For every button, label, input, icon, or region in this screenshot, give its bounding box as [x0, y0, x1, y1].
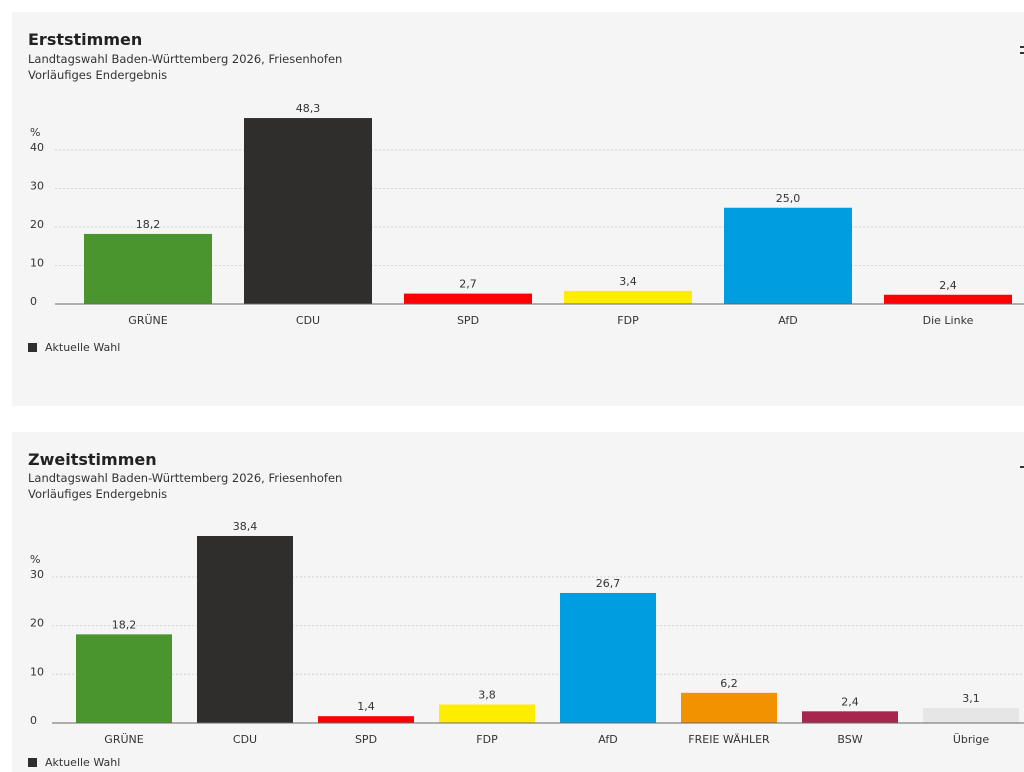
- bar[interactable]: [564, 290, 692, 304]
- data-label: 2,7: [459, 278, 477, 291]
- x-tick-label: Übrige: [953, 733, 990, 746]
- data-label: 3,4: [619, 275, 637, 288]
- chart-subtitle-status: Vorläufiges Endergebnis: [28, 487, 168, 501]
- y-tick-label: 40: [30, 141, 44, 154]
- bar[interactable]: [884, 294, 1012, 304]
- data-label: 18,2: [136, 218, 161, 231]
- erststimmen-chart: % 0 10 20 30 40 18,2 GRÜNE 48,3 CDU 2,7 SPD 3,4 FDP 25…: [30, 102, 1024, 327]
- legend-swatch: [28, 758, 37, 767]
- y-tick-label: 20: [30, 218, 44, 231]
- x-tick-label: CDU: [233, 733, 257, 746]
- x-tick-label: FREIE WÄHLER: [688, 733, 770, 746]
- bar[interactable]: [404, 293, 532, 304]
- data-label: 1,4: [357, 700, 375, 713]
- menu-icon[interactable]: [1020, 46, 1024, 48]
- bar[interactable]: [802, 711, 898, 723]
- y-axis-unit: %: [30, 126, 40, 139]
- chart-title: Zweitstimmen: [28, 450, 157, 469]
- x-tick-label: GRÜNE: [128, 314, 167, 327]
- zweitstimmen-chart: % 0 10 20 30 18,2 GRÜNE 38,4 CDU 1,4 SPD 3,8 FDP 26,7…: [30, 520, 1024, 746]
- menu-icon-line: [1020, 52, 1024, 54]
- data-label: 38,4: [233, 520, 258, 533]
- data-label: 48,3: [296, 102, 321, 115]
- bar[interactable]: [439, 704, 535, 723]
- y-tick-label: 0: [30, 714, 37, 727]
- chart-subtitle: Landtagswahl Baden-Württemberg 2026, Fri…: [28, 52, 343, 66]
- menu-icon[interactable]: [1020, 466, 1024, 468]
- x-tick-label: GRÜNE: [104, 733, 143, 746]
- bar[interactable]: [76, 634, 172, 723]
- legend-label: Aktuelle Wahl: [45, 756, 121, 769]
- x-tick-label: FDP: [476, 733, 498, 746]
- x-tick-label: BSW: [837, 733, 862, 746]
- bar[interactable]: [724, 207, 852, 304]
- y-tick-label: 10: [30, 665, 44, 678]
- erststimmen-panel: Erststimmen Landtagswahl Baden-Württembe…: [12, 12, 1024, 406]
- legend-item[interactable]: Aktuelle Wahl: [28, 341, 120, 354]
- x-tick-label: CDU: [296, 314, 320, 327]
- x-tick-label: SPD: [355, 733, 377, 746]
- bar[interactable]: [923, 707, 1019, 723]
- chart-subtitle-status: Vorläufiges Endergebnis: [28, 68, 168, 82]
- data-label: 2,4: [939, 279, 957, 292]
- x-tick-label: AfD: [598, 733, 617, 746]
- x-tick-label: AfD: [778, 314, 797, 327]
- data-label: 2,4: [841, 695, 859, 708]
- legend-swatch: [28, 343, 37, 352]
- bar[interactable]: [318, 716, 414, 723]
- chart-subtitle: Landtagswahl Baden-Württemberg 2026, Fri…: [28, 471, 343, 485]
- bar[interactable]: [560, 592, 656, 723]
- bar[interactable]: [84, 233, 212, 304]
- legend-item[interactable]: Aktuelle Wahl: [28, 756, 120, 769]
- data-label: 25,0: [776, 192, 801, 205]
- data-label: 18,2: [112, 618, 137, 631]
- chart-title: Erststimmen: [28, 30, 143, 49]
- bar[interactable]: [681, 692, 777, 723]
- data-label: 6,2: [720, 677, 738, 690]
- bar[interactable]: [197, 535, 293, 723]
- y-tick-label: 20: [30, 617, 44, 630]
- data-label: 26,7: [596, 577, 621, 590]
- y-tick-label: 30: [30, 180, 44, 193]
- legend-label: Aktuelle Wahl: [45, 341, 121, 354]
- y-tick-label: 30: [30, 568, 44, 581]
- x-tick-label: Die Linke: [923, 314, 974, 327]
- x-tick-label: FDP: [617, 314, 639, 327]
- bar[interactable]: [244, 118, 372, 304]
- data-label: 3,8: [478, 688, 496, 701]
- y-axis-unit: %: [30, 553, 40, 566]
- x-tick-label: SPD: [457, 314, 479, 327]
- data-label: 3,1: [962, 692, 980, 705]
- y-tick-label: 0: [30, 295, 37, 308]
- zweitstimmen-panel: Zweitstimmen Landtagswahl Baden-Württemb…: [12, 432, 1024, 772]
- y-tick-label: 10: [30, 257, 44, 270]
